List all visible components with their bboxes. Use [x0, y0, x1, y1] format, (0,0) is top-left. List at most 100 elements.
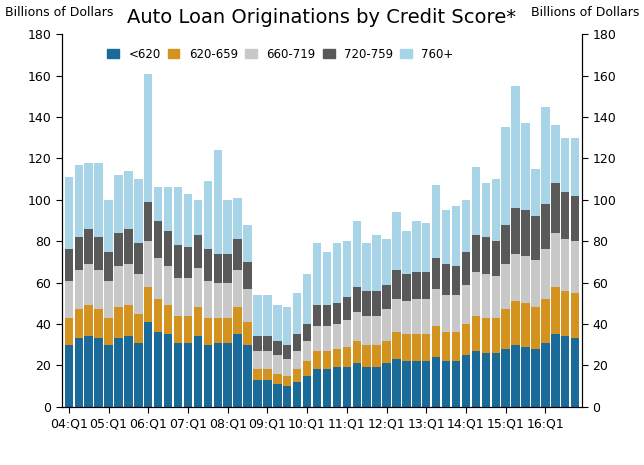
Bar — [104, 318, 113, 345]
Bar — [551, 233, 560, 287]
Bar — [223, 318, 232, 343]
Bar — [273, 355, 281, 374]
Bar — [233, 198, 242, 239]
Bar — [482, 318, 490, 353]
Title: Auto Loan Originations by Credit Score*: Auto Loan Originations by Credit Score* — [128, 8, 516, 27]
Bar — [422, 299, 430, 334]
Bar — [204, 181, 212, 250]
Bar — [323, 370, 331, 407]
Bar — [154, 187, 162, 220]
Bar — [194, 235, 202, 268]
Bar — [422, 361, 430, 407]
Bar — [194, 307, 202, 336]
Bar — [184, 247, 192, 279]
Text: Billions of Dollars: Billions of Dollars — [5, 7, 113, 20]
Bar — [402, 334, 411, 361]
Bar — [303, 324, 311, 340]
Bar — [164, 266, 173, 306]
Bar — [104, 345, 113, 407]
Bar — [462, 285, 470, 324]
Bar — [243, 262, 252, 289]
Bar — [571, 241, 580, 293]
Bar — [412, 334, 421, 361]
Bar — [343, 241, 351, 297]
Bar — [412, 361, 421, 407]
Bar — [253, 370, 261, 380]
Bar — [95, 310, 103, 339]
Bar — [522, 347, 530, 407]
Bar — [522, 303, 530, 347]
Bar — [462, 355, 470, 407]
Bar — [64, 318, 73, 345]
Bar — [114, 233, 122, 266]
Bar — [422, 272, 430, 299]
Bar — [343, 320, 351, 347]
Bar — [531, 169, 540, 216]
Bar — [333, 303, 341, 324]
Bar — [522, 210, 530, 256]
Bar — [233, 239, 242, 270]
Bar — [253, 295, 261, 336]
Bar — [471, 166, 480, 235]
Bar — [561, 138, 569, 192]
Bar — [372, 345, 381, 367]
Bar — [104, 200, 113, 252]
Bar — [482, 237, 490, 274]
Bar — [134, 179, 142, 243]
Bar — [243, 289, 252, 322]
Bar — [283, 307, 292, 345]
Bar — [511, 86, 520, 208]
Bar — [243, 345, 252, 407]
Bar — [531, 216, 540, 260]
Bar — [263, 336, 272, 351]
Bar — [402, 301, 411, 334]
Bar — [204, 280, 212, 318]
Bar — [323, 252, 331, 306]
Bar — [114, 266, 122, 307]
Bar — [352, 363, 361, 407]
Bar — [352, 287, 361, 312]
Bar — [263, 351, 272, 370]
Bar — [313, 243, 321, 306]
Bar — [432, 258, 440, 289]
Bar — [124, 336, 133, 407]
Bar — [144, 241, 153, 287]
Bar — [491, 318, 500, 353]
Bar — [204, 250, 212, 280]
Bar — [95, 339, 103, 407]
Bar — [511, 253, 520, 301]
Bar — [293, 334, 301, 351]
Bar — [184, 193, 192, 247]
Bar — [164, 231, 173, 266]
Bar — [124, 306, 133, 336]
Bar — [84, 336, 93, 407]
Bar — [253, 380, 261, 407]
Bar — [432, 326, 440, 357]
Bar — [541, 299, 549, 343]
Bar — [124, 171, 133, 229]
Bar — [502, 127, 510, 225]
Bar — [571, 138, 580, 196]
Bar — [243, 225, 252, 262]
Bar — [392, 299, 401, 332]
Bar — [392, 359, 401, 407]
Bar — [114, 175, 122, 233]
Bar — [522, 256, 530, 303]
Bar — [233, 270, 242, 307]
Bar — [452, 332, 460, 361]
Bar — [551, 183, 560, 233]
Bar — [482, 353, 490, 407]
Bar — [462, 324, 470, 355]
Bar — [134, 343, 142, 407]
Bar — [174, 246, 182, 279]
Bar — [64, 250, 73, 280]
Bar — [333, 367, 341, 407]
Bar — [313, 326, 321, 351]
Bar — [511, 208, 520, 253]
Bar — [363, 345, 371, 367]
Bar — [412, 220, 421, 272]
Bar — [392, 270, 401, 299]
Bar — [134, 313, 142, 343]
Bar — [541, 250, 549, 299]
Bar — [422, 334, 430, 361]
